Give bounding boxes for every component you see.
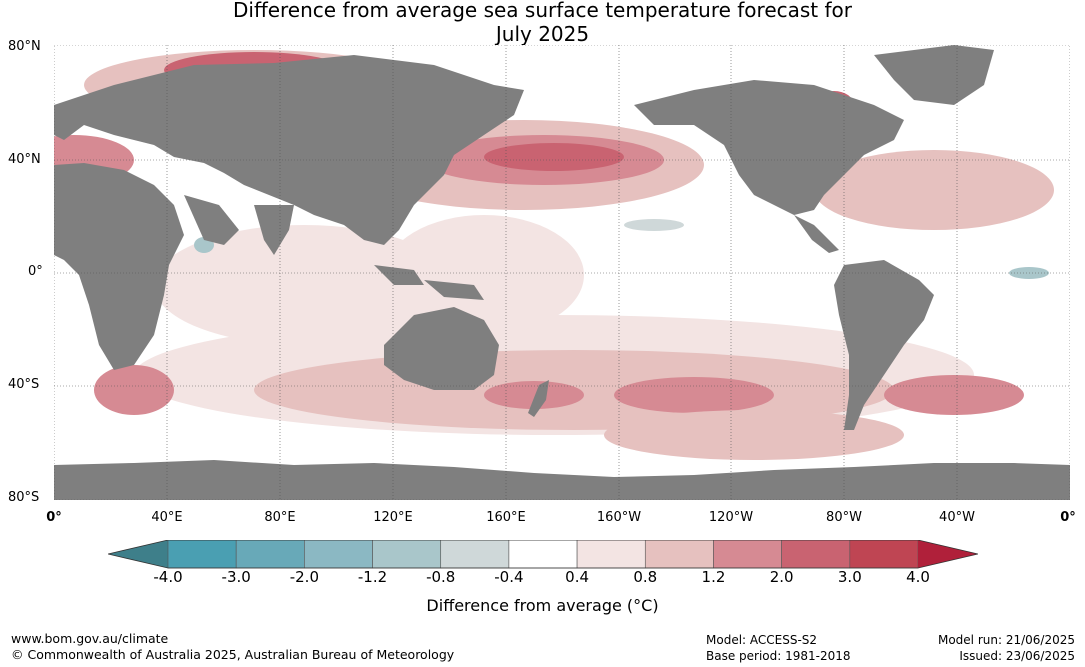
colorbar-tick-label: -0.4 [494, 568, 524, 586]
map-title-line-1: Difference from average sea surface temp… [232, 0, 852, 22]
colorbar-outline [108, 540, 978, 569]
colorbar-bin [849, 540, 919, 569]
colorbar-tick-label: 1.2 [701, 568, 726, 586]
lat-label-80s: 80°S [8, 490, 40, 505]
colorbar-tick-label: 2.0 [769, 568, 794, 586]
colorbar-title: Difference from average (°C) [426, 596, 659, 615]
footer-issued: Issued: 23/06/2025 [959, 649, 1075, 663]
graticule [54, 45, 1070, 500]
lon-label-120w: 120°W [708, 510, 754, 525]
footer-base-period: Base period: 1981-2018 [706, 649, 851, 663]
colorbar-tick-label: 0.4 [565, 568, 590, 586]
footer-model: Model: ACCESS-S2 [706, 633, 818, 647]
colorbar-over-arrow [918, 540, 978, 568]
map-title: Difference from average sea surface temp… [0, 0, 1085, 46]
colorbar-bin [508, 540, 578, 569]
lon-label-40w: 40°W [939, 510, 975, 525]
colorbar-tick-label: 4.0 [906, 568, 930, 586]
lon-label-160e: 160°E [486, 510, 526, 525]
colorbar-bin [304, 540, 373, 569]
colorbar-tick-label: -2.0 [289, 568, 319, 586]
colorbar-under-arrow [108, 540, 168, 568]
footer-copyright: © Commonwealth of Australia 2025, Austra… [11, 647, 455, 662]
colorbar-bins [167, 540, 919, 569]
colorbar-bin [167, 540, 237, 569]
colorbar-bin [644, 540, 714, 569]
footer-model-run: Model run: 21/06/2025 [937, 633, 1075, 647]
lat-label-80n: 80°N [8, 39, 41, 54]
footer-site: www.bom.gov.au/climate [11, 631, 169, 646]
lon-label-80w: 80°W [826, 510, 862, 525]
anomaly-shading [54, 50, 1054, 460]
colorbar-bin [576, 540, 646, 569]
colorbar-bin [235, 540, 305, 569]
lon-label-40e: 40°E [151, 510, 183, 525]
colorbar-tick-label: 3.0 [837, 568, 862, 586]
colorbar-tick-label: -4.0 [153, 568, 183, 586]
colorbar-bin [372, 540, 442, 569]
lon-label-0-west: 0° [46, 510, 62, 525]
colorbar-bin [440, 540, 510, 569]
lon-label-80e: 80°E [264, 510, 296, 525]
lat-label-40s: 40°S [8, 377, 40, 392]
land-masses [54, 45, 1070, 500]
sst-anomaly-map [54, 45, 1070, 500]
colorbar-tick-label: -0.8 [426, 568, 456, 586]
colorbar-bin [713, 540, 782, 569]
colorbar [108, 540, 978, 569]
colorbar-tick-label: -1.2 [357, 568, 388, 586]
lat-label-40n: 40°N [8, 152, 41, 167]
colorbar-tick-label: -3.0 [221, 568, 251, 586]
colorbar-tick-label: 0.8 [633, 568, 658, 586]
lon-label-0-east: 0° [1060, 510, 1076, 525]
lon-label-160w: 160°W [596, 510, 642, 525]
map-title-line-2: July 2025 [495, 22, 590, 46]
lat-label-equator: 0° [28, 264, 43, 279]
lon-label-120e: 120°E [373, 510, 413, 525]
colorbar-bin [781, 540, 851, 569]
